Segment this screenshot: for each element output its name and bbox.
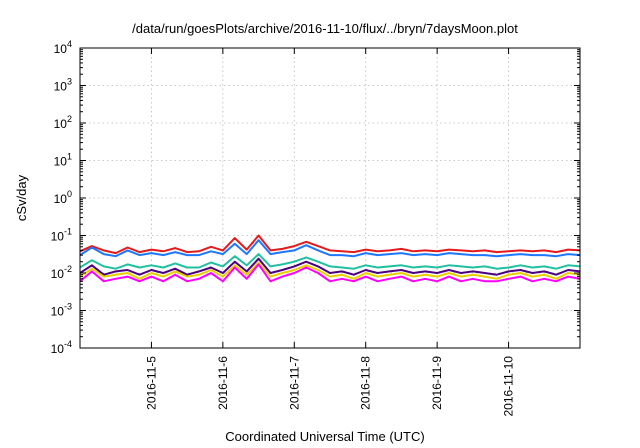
x-tick-label: 2016-11-10: [502, 356, 516, 417]
y-tick-label: 10-1: [51, 227, 72, 244]
chart-title: /data/run/goesPlots/archive/2016-11-10/f…: [132, 21, 518, 36]
y-tick-label: 10-4: [51, 339, 72, 356]
y-tick-label: 103: [54, 77, 72, 94]
x-tick-label: 2016-11-9: [430, 356, 444, 410]
x-tick-label: 2016-11-7: [287, 356, 301, 410]
series-layer: [79, 234, 581, 283]
y-axis-title: cSv/day: [14, 174, 29, 221]
series-line-3: [79, 253, 581, 270]
x-tick-label: 2016-11-5: [144, 356, 158, 410]
y-tick-label: 10-3: [51, 302, 72, 319]
series-line-2: [79, 239, 581, 258]
y-tick-label: 100: [54, 189, 72, 206]
series-line-6: [79, 263, 581, 283]
y-tick-label: 10-2: [51, 264, 72, 281]
x-tick-label: 2016-11-8: [359, 356, 373, 410]
series-line-1: [79, 234, 581, 255]
x-axis: 2016-11-5 2016-11-6 2016-11-7 2016-11-8 2016…: [144, 48, 516, 417]
grid: [80, 48, 580, 348]
series-line-4: [79, 257, 581, 276]
x-tick-label: 2016-11-6: [216, 356, 230, 410]
y-axis: 10-4 10-3 10-2 10-1 100 101 102 103 104: [51, 39, 580, 356]
y-tick-label: 102: [54, 114, 72, 131]
series-line-5: [79, 261, 581, 280]
plot-frame: [79, 47, 581, 349]
x-axis-title: Coordinated Universal Time (UTC): [225, 429, 424, 444]
y-tick-label: 101: [54, 152, 72, 169]
y-tick-label: 104: [54, 39, 72, 56]
